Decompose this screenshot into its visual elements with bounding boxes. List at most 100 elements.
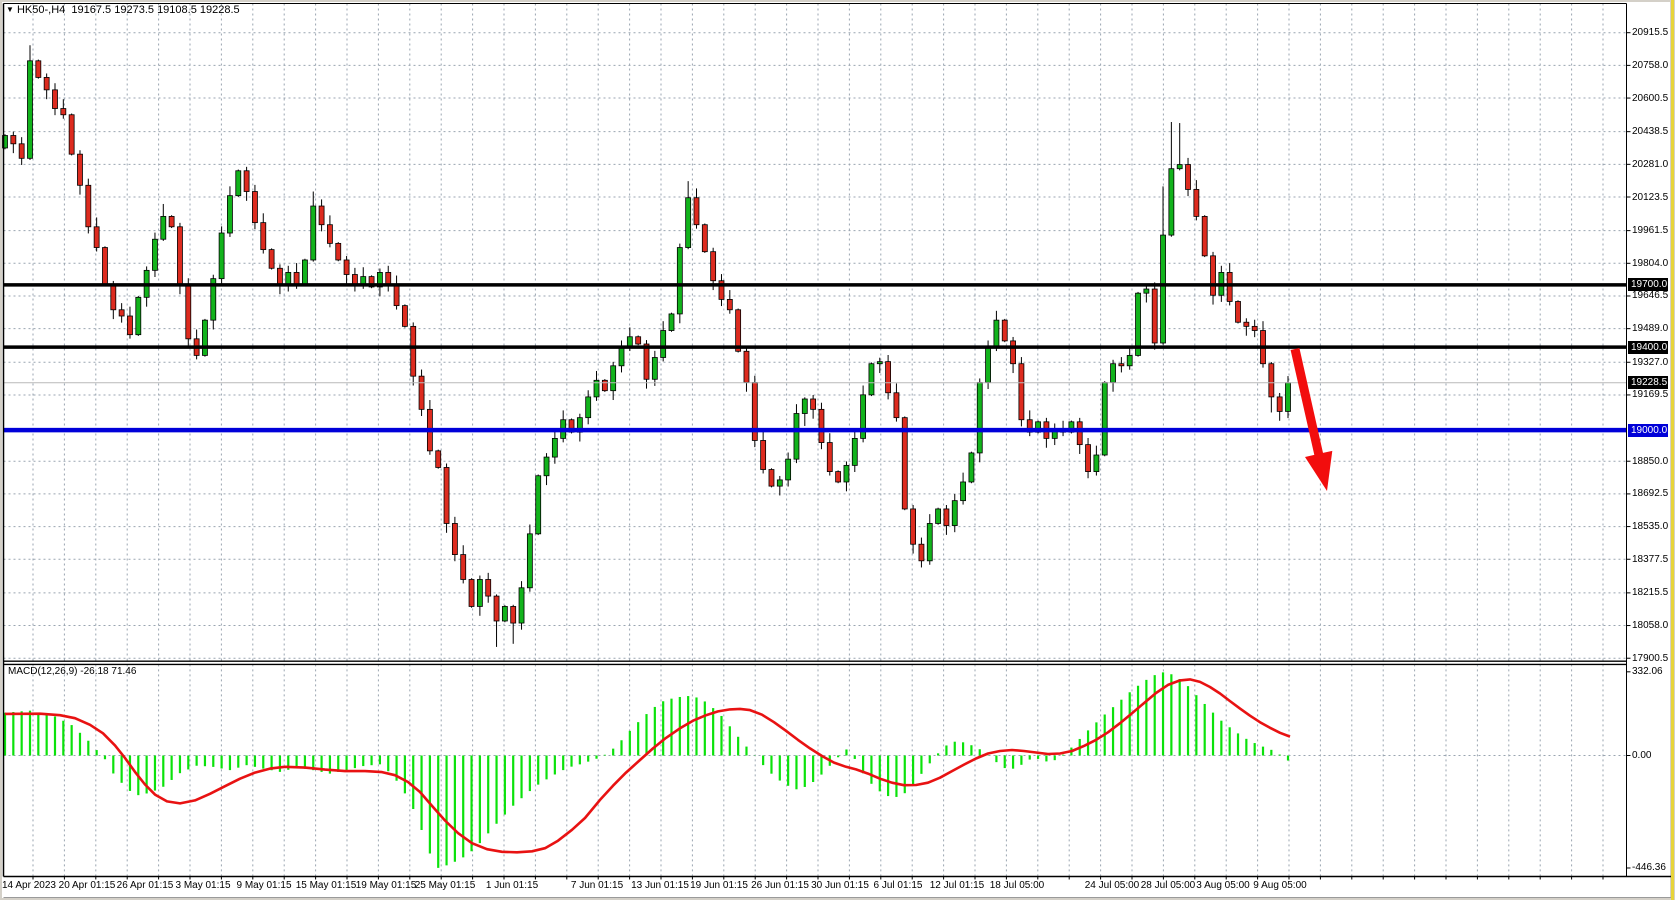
price-tick-label[interactable]: 18535.0 [1632,521,1669,533]
candle-down [1085,444,1091,473]
candle-down [168,216,175,228]
date-axis-label[interactable]: 30 Jun 01:15 [811,880,869,891]
price-tick-label[interactable]: 18215.5 [1632,587,1669,599]
date-axis-label[interactable]: 15 May 01:15 [295,880,357,891]
candle-down [510,606,517,624]
candle-down [493,595,500,622]
macd-axis-label[interactable]: 332.06 [1632,666,1663,678]
candle-up [227,195,233,234]
candle-up [668,313,675,331]
hline-support-19000[interactable] [3,427,1627,433]
price-tick-label[interactable]: 17900.5 [1632,652,1669,664]
candle-up [851,438,858,466]
price-tick-label[interactable]: 20438.5 [1632,126,1669,138]
date-axis-label[interactable]: 12 Jul 01:15 [929,880,985,891]
macd-axis-label[interactable]: -446.36 [1632,862,1666,874]
candle-down [735,309,742,352]
candle-down [185,284,192,340]
date-axis-label[interactable]: 1 Jun 01:15 [485,880,539,891]
date-axis-label[interactable]: 3 Aug 05:00 [1196,880,1250,891]
price-tick-label[interactable]: 18058.0 [1632,620,1669,632]
candle-down [1076,421,1083,446]
candle-down [10,135,17,145]
candle-down [102,247,108,286]
candle-down [368,276,375,288]
date-axis-label[interactable]: 19 Jun 01:15 [690,880,748,891]
price-tick-label[interactable]: 20123.5 [1632,191,1669,203]
date-axis-label[interactable]: 26 Apr 01:15 [116,880,174,891]
candle-down [635,336,642,345]
price-label-19400.0[interactable]: 19400.0 [1628,340,1668,354]
ohlc-close: 19228.5 [199,4,240,16]
candle-up [935,508,941,524]
ohlc-open: 19167.5 [71,4,112,16]
date-axis-label[interactable]: 9 May 01:15 [236,880,292,891]
date-axis-label[interactable]: 7 Jun 01:15 [570,880,624,891]
price-label-19000.0[interactable]: 19000.0 [1628,423,1668,437]
price-tick-label[interactable]: 19804.0 [1632,257,1669,269]
date-axis-label[interactable]: 24 Jul 05:00 [1084,880,1140,891]
candle-down [418,375,425,410]
date-axis-label[interactable]: 19 May 01:15 [355,880,417,891]
price-label-19228.5[interactable]: 19228.5 [1628,376,1668,390]
candle-down [293,272,300,286]
down-arrow-annotation[interactable] [1290,348,1333,491]
price-tick-label[interactable]: 19489.0 [1632,323,1669,335]
macd-signal-value: 71.46 [111,666,137,677]
candle-down [60,108,67,116]
candle-down [93,226,100,248]
candle-up [27,60,33,159]
candle-down [127,315,133,336]
date-axis-label[interactable]: 3 May 01:15 [175,880,231,891]
price-tick-label[interactable]: 20600.5 [1632,92,1669,104]
candle-up [860,394,867,439]
candle-down [943,508,950,526]
price-tick-label[interactable]: 20915.5 [1632,27,1669,39]
date-axis-label[interactable]: 6 Jul 01:15 [873,880,923,891]
date-axis-label[interactable]: 13 Jun 01:15 [631,880,689,891]
candle-up [135,296,142,336]
date-axis-label[interactable]: 14 Apr 2023 [2,880,56,891]
candle-down [1243,321,1250,327]
candle-down [35,60,42,78]
candle-down [327,224,333,244]
date-axis-label[interactable]: 9 Aug 05:00 [1253,880,1307,891]
candle-up [960,481,966,502]
candle-down [726,299,733,311]
candle-up [651,357,658,380]
price-tick-label[interactable]: 19646.5 [1632,290,1669,302]
price-tick-label[interactable]: 18850.0 [1632,455,1669,467]
date-axis-label[interactable]: 28 Jul 05:00 [1140,880,1196,891]
price-tick-label[interactable]: 19961.5 [1632,225,1669,237]
price-label-19700.0[interactable]: 19700.0 [1628,278,1668,292]
price-tick-label[interactable]: 19327.0 [1632,356,1669,368]
date-axis-label[interactable]: 26 Jun 01:15 [751,880,809,891]
date-axis-label[interactable]: 25 May 01:15 [414,880,476,891]
hline-support-19400[interactable] [3,345,1627,349]
candle-down [826,442,833,473]
date-axis-label[interactable]: 18 Jul 05:00 [989,880,1045,891]
candle-down [443,467,450,524]
price-tick-label[interactable]: 18692.5 [1632,488,1669,500]
candle-down [410,325,417,377]
window-edge-highlight [1671,0,1674,900]
price-tick-label[interactable]: 20281.0 [1632,158,1669,170]
chevron-down-icon[interactable]: ▼ [6,5,14,14]
candle-down [1210,255,1216,296]
candle-up [793,413,800,460]
candle-up [310,205,317,261]
macd-axis-label[interactable]: 0.00 [1632,750,1652,761]
price-tick-label[interactable]: 19169.5 [1632,389,1669,401]
price-tick-label[interactable]: 18377.5 [1632,553,1669,565]
candle-up [377,272,383,288]
candle-up [843,464,850,483]
price-tick-label[interactable]: 20758.0 [1632,59,1669,71]
candle-down [401,305,408,327]
candle-down [260,222,267,251]
candle-down [885,361,892,394]
hline-resistance-19700[interactable] [3,283,1627,287]
candle-down [68,114,75,155]
candle-down [1185,164,1191,190]
date-axis-label[interactable]: 20 Apr 01:15 [58,880,116,891]
